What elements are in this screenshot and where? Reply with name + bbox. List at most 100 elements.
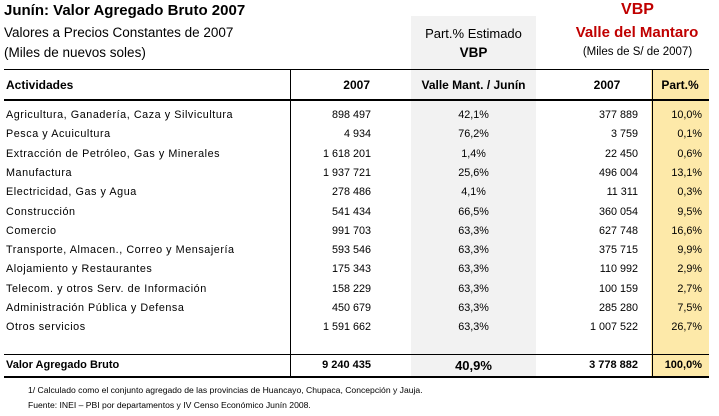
- row-part-pct: 9,5%: [677, 205, 702, 218]
- row-vbp-value: 375 715: [598, 244, 638, 257]
- table-row: Telecom. y otros Serv. de Información 158…: [0, 280, 719, 299]
- subtitle-units: (Miles de nuevos soles): [4, 45, 146, 60]
- row-actividad: Telecom. y otros Serv. de Información: [6, 282, 207, 295]
- table-row: Manufactura 1 937 721 25,6% 496 004 13,1%: [0, 164, 719, 183]
- row-value-2007: 991 703: [331, 224, 371, 237]
- table-row: Electricidad, Gas y Agua 278 486 4,1% 11 31…: [0, 183, 719, 202]
- row-vbp-value: 377 889: [598, 109, 638, 121]
- row-value-2007: 1 937 721: [322, 166, 371, 179]
- row-pct-valle: 63,3%: [458, 282, 489, 295]
- col-divider-2: [652, 69, 653, 378]
- row-actividad: Pesca y Acuicultura: [6, 128, 111, 141]
- table-row: Agricultura, Ganadería, Caza y Silvicult…: [0, 106, 719, 125]
- row-vbp-value: 110 992: [599, 263, 638, 276]
- part-estimado-label: Part.% Estimado: [425, 26, 522, 41]
- vbp-title: VBP: [621, 1, 654, 18]
- row-vbp-value: 3 759: [610, 128, 638, 141]
- row-pct-valle: 25,6%: [458, 166, 489, 179]
- subtitle-prices: Valores a Precios Constantes de 2007: [4, 25, 234, 40]
- row-actividad: Extracción de Petróleo, Gas y Minerales: [6, 147, 221, 160]
- header-bottom-rule: [4, 99, 709, 101]
- row-actividad: Manufactura: [6, 166, 73, 179]
- row-pct-valle: 63,3%: [458, 302, 489, 314]
- row-part-pct: 10,0%: [671, 109, 702, 121]
- row-actividad: Alojamiento y Restaurantes: [6, 263, 153, 276]
- row-actividad: Transporte, Almacen., Correo y Mensajerí…: [6, 244, 235, 257]
- row-vbp-value: 1 007 522: [589, 321, 638, 334]
- row-part-pct: 2,9%: [677, 263, 702, 276]
- table-row: Transporte, Almacen., Correo y Mensajerí…: [0, 241, 719, 260]
- row-vbp-value: 11 311: [606, 186, 638, 199]
- total-row: Valor Agregado Bruto 9 240 435 40,9% 3 7…: [0, 356, 719, 375]
- row-part-pct: 7,5%: [677, 302, 702, 314]
- row-pct-valle: 63,3%: [458, 263, 489, 276]
- row-pct-valle: 63,3%: [458, 244, 489, 257]
- row-actividad: Construcción: [6, 205, 76, 218]
- row-value-2007: 4 934: [343, 128, 371, 141]
- row-value-2007: 450 679: [331, 302, 371, 314]
- total-pct: 40,9%: [455, 358, 492, 373]
- row-part-pct: 13,1%: [671, 166, 702, 179]
- row-vbp-value: 285 280: [598, 302, 638, 314]
- total-top-rule: [4, 354, 709, 355]
- col-header-2007: 2007: [343, 78, 370, 92]
- row-pct-valle: 76,2%: [458, 128, 489, 141]
- total-2007: 9 240 435: [322, 359, 371, 371]
- row-vbp-value: 360 054: [598, 205, 638, 218]
- row-value-2007: 175 343: [331, 263, 371, 276]
- row-vbp-value: 496 004: [598, 166, 638, 179]
- row-value-2007: 1 618 201: [322, 147, 371, 160]
- col-divider-1: [290, 69, 291, 378]
- col-header-valle: Valle Mant. / Junín: [421, 78, 526, 92]
- row-value-2007: 1 591 662: [322, 321, 371, 334]
- table-row: Otros servicios 1 591 662 63,3% 1 007 522 26…: [0, 318, 719, 337]
- row-actividad: Comercio: [6, 224, 57, 237]
- header-top-rule: [4, 69, 709, 70]
- total-vbp: 3 778 882: [589, 359, 638, 371]
- table-row: Pesca y Acuicultura 4 934 76,2% 3 759 0,1%: [0, 125, 719, 144]
- page-title: Junín: Valor Agregado Bruto 2007: [4, 2, 246, 19]
- row-part-pct: 2,7%: [677, 282, 702, 295]
- row-part-pct: 26,7%: [671, 321, 702, 334]
- row-actividad: Agricultura, Ganadería, Caza y Silvicult…: [6, 109, 234, 121]
- total-bottom-rule: [4, 376, 709, 378]
- total-label: Valor Agregado Bruto: [6, 359, 120, 371]
- row-vbp-value: 100 159: [598, 282, 638, 295]
- row-pct-valle: 4,1%: [461, 186, 486, 199]
- footnote-source: Fuente: INEI – PBI por departamentos y I…: [28, 400, 311, 410]
- row-value-2007: 158 229: [331, 282, 371, 295]
- col-header-actividades: Actividades: [6, 78, 74, 92]
- valle-column-bg: [411, 16, 536, 378]
- col-header-2007-vbp: 2007: [593, 78, 621, 92]
- row-value-2007: 898 497: [331, 109, 371, 121]
- total-part: 100,0%: [664, 359, 702, 371]
- col-header-part: Part.%: [661, 78, 699, 92]
- table-row: Alojamiento y Restaurantes 175 343 63,3% 11…: [0, 260, 719, 279]
- vbp-units: (Miles de S/ de 2007): [582, 46, 693, 58]
- row-pct-valle: 1,4%: [461, 147, 486, 160]
- row-actividad: Administración Pública y Defensa: [6, 302, 185, 314]
- row-pct-valle: 63,3%: [458, 321, 489, 334]
- row-part-pct: 0,1%: [677, 128, 702, 141]
- part-estimado-vbp-label: VBP: [459, 45, 488, 60]
- row-actividad: Otros servicios: [6, 321, 86, 334]
- vbp-region-title: Valle del Mantaro: [575, 24, 699, 41]
- row-part-pct: 9,9%: [677, 244, 702, 257]
- row-value-2007: 593 546: [331, 244, 371, 257]
- table-row: Administración Pública y Defensa 450 679 6…: [0, 299, 719, 318]
- row-part-pct: 0,6%: [677, 147, 702, 160]
- row-pct-valle: 63,3%: [458, 224, 489, 237]
- row-vbp-value: 22 450: [604, 147, 638, 160]
- row-pct-valle: 66,5%: [458, 205, 489, 218]
- row-pct-valle: 42,1%: [458, 109, 489, 121]
- table-row: Extracción de Petróleo, Gas y Minerales 1…: [0, 145, 719, 164]
- row-part-pct: 16,6%: [671, 224, 702, 237]
- table-row: Construcción 541 434 66,5% 360 054 9,5%: [0, 203, 719, 222]
- row-value-2007: 541 434: [331, 205, 371, 218]
- row-actividad: Electricidad, Gas y Agua: [6, 186, 137, 199]
- footnote-calc: 1/ Calculado como el conjunto agregado d…: [28, 385, 423, 395]
- row-part-pct: 0,3%: [677, 186, 702, 199]
- table-row: Comercio 991 703 63,3% 627 748 16,6%: [0, 222, 719, 241]
- row-value-2007: 278 486: [331, 186, 371, 199]
- row-vbp-value: 627 748: [598, 224, 638, 237]
